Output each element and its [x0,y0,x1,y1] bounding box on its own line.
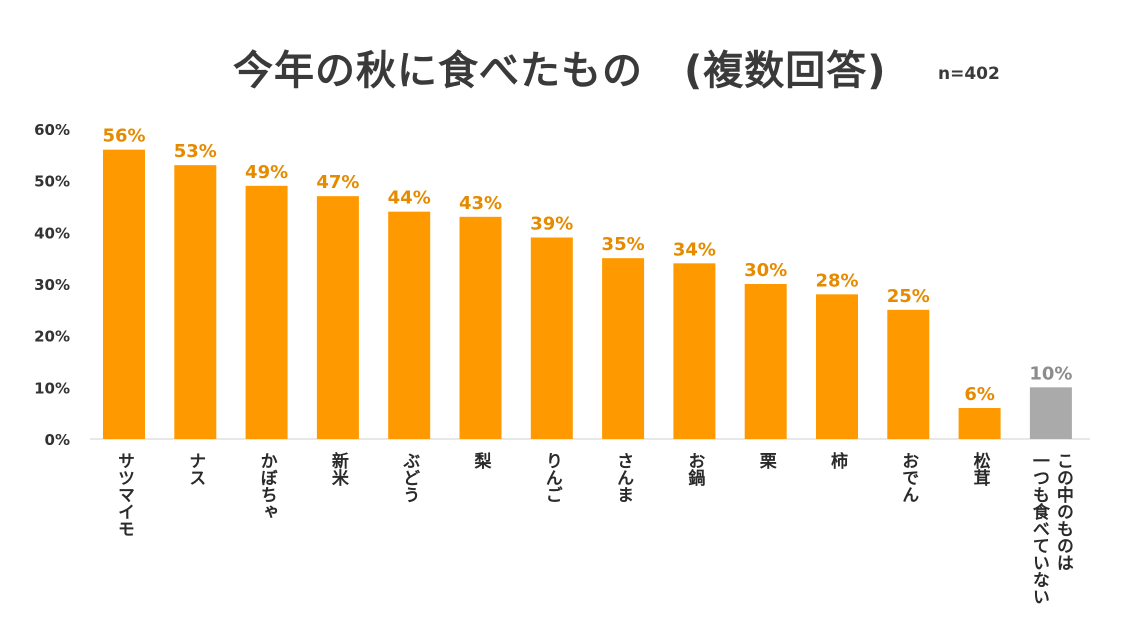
bar [174,165,217,439]
data-label: 47% [316,172,359,193]
x-tick-label: 松茸 [969,452,990,486]
bar [887,309,930,439]
bar [673,263,716,439]
data-label: 30% [744,260,787,281]
y-tick-label: 20% [34,328,70,346]
x-tick-label: 一つも食べていない [1028,452,1049,605]
y-tick-label: 0% [45,431,70,449]
bar [530,237,573,439]
x-tick-label: かぼちゃ [256,452,277,520]
data-label: 25% [887,286,930,307]
data-label: 6% [964,384,995,405]
x-tick-label: りんご [541,452,562,503]
data-label: 43% [459,193,502,214]
data-label: 39% [530,214,573,235]
data-label: 49% [245,162,288,183]
x-tick-label: 栗 [755,452,776,469]
bar [602,258,645,439]
x-tick-label: ぶどう [399,452,420,503]
x-tick-label: ナス [185,452,206,486]
data-label: 10% [1029,363,1072,384]
bar [744,284,787,439]
y-tick-label: 60% [34,121,70,139]
title-area: 今年の秋に食べたもの (複数回答) n=402 [0,38,1138,98]
x-tick-label: さんま [613,452,634,503]
y-tick-label: 40% [34,224,70,242]
data-label: 53% [174,141,217,162]
data-label: 56% [102,126,145,147]
bar [816,294,858,439]
data-label: 44% [388,188,431,209]
y-tick-label: 50% [34,173,70,191]
x-tick-label: 新米 [327,452,348,486]
bar [958,408,1001,439]
y-tick-label: 10% [34,379,70,397]
bar [316,196,359,439]
x-tick-label: 柿 [827,452,847,469]
x-tick-label: お鍋 [684,452,705,486]
bar [388,211,431,439]
x-tick-label: 梨 [470,452,491,469]
data-label: 28% [815,270,858,291]
data-label: 34% [673,239,716,260]
x-tick-label: サツマイモ [114,452,134,537]
x-tick-label: おでん [898,452,919,503]
x-tick-label: この中のものは [1052,452,1073,571]
chart-title: 今年の秋に食べたもの (複数回答) [233,48,887,94]
y-tick-label: 30% [34,276,70,294]
sample-size: n=402 [938,64,1000,84]
bar [245,185,288,439]
bar [1029,387,1072,439]
bar [103,149,145,439]
bar [459,216,502,439]
data-label: 35% [602,234,645,255]
